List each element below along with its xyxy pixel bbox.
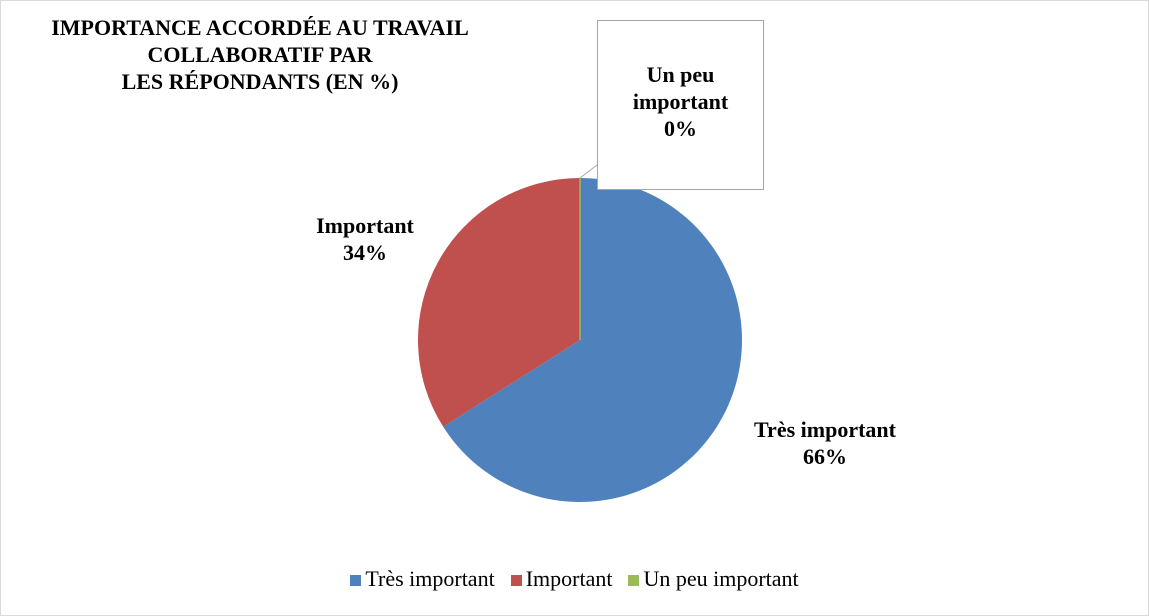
data-label-category: Important [316, 213, 414, 238]
legend-item: Très important [350, 566, 495, 591]
data-label-value: 34% [343, 240, 387, 265]
title-line: COLLABORATIF PAR [147, 42, 373, 67]
chart-title: IMPORTANCE ACCORDÉE AU TRAVAIL COLLABORAT… [10, 14, 510, 95]
data-label-value: 0% [664, 116, 697, 141]
data-label-category: Très important [754, 417, 896, 442]
legend-label: Un peu important [643, 566, 799, 591]
data-label: Très important 66% [720, 416, 930, 470]
legend: Très important Important Un peu important [0, 566, 1149, 592]
legend-item: Un peu important [628, 566, 799, 591]
legend-swatch [628, 575, 640, 586]
legend-swatch [510, 575, 522, 586]
leader-line [579, 164, 598, 179]
title-line: LES RÉPONDANTS (EN %) [121, 69, 399, 94]
pie-slice [418, 178, 580, 427]
data-label: Important 34% [280, 212, 450, 266]
pie-slice [443, 178, 742, 503]
data-label: Un peu important 0% [597, 20, 764, 190]
legend-label: Très important [365, 566, 495, 591]
title-line: IMPORTANCE ACCORDÉE AU TRAVAIL [51, 15, 469, 40]
data-label-value: 66% [803, 444, 847, 469]
data-label-category: Un peu important [632, 62, 729, 114]
legend-label: Important [525, 566, 613, 591]
legend-swatch [350, 575, 362, 586]
legend-item: Important [510, 566, 613, 591]
